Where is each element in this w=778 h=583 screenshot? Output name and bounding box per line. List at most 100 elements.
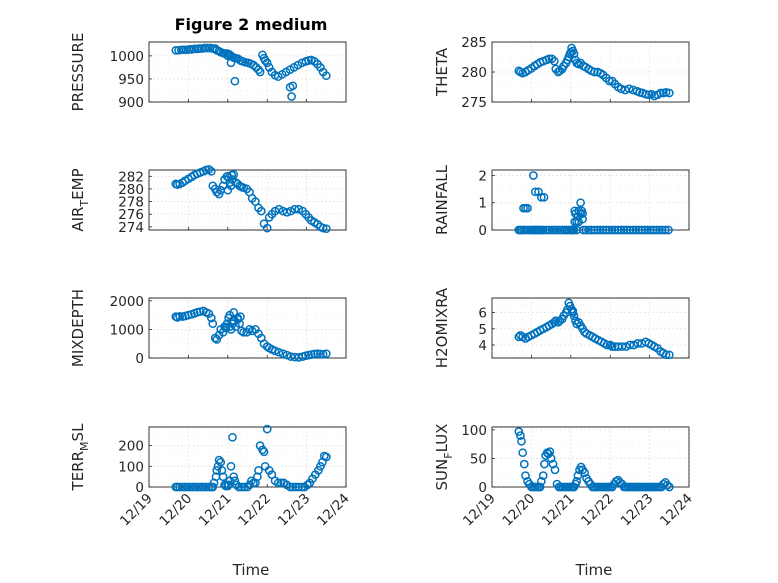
- data-point: [221, 323, 231, 333]
- data-point: [229, 307, 239, 317]
- data-point: [253, 472, 262, 482]
- x-tick-label: 12/21: [196, 491, 235, 530]
- data-point: [288, 482, 298, 492]
- data-point: [617, 342, 627, 351]
- data-point: [270, 346, 280, 356]
- data-point: [519, 459, 529, 469]
- data-point: [661, 88, 671, 97]
- figure-title: Figure 2 medium: [175, 15, 328, 34]
- data-point: [605, 225, 614, 235]
- data-point: [564, 52, 574, 62]
- data-point: [601, 225, 611, 235]
- data-point: [226, 461, 236, 471]
- x-tick-label: 12/20: [156, 491, 195, 530]
- data-point: [566, 47, 576, 57]
- data-point: [664, 88, 674, 98]
- data-point: [230, 76, 240, 86]
- data-point: [572, 476, 582, 486]
- data-point: [605, 340, 615, 350]
- data-point: [291, 482, 300, 492]
- data-point: [572, 217, 582, 227]
- data-point: [550, 465, 560, 475]
- y-tick-label: 6: [478, 306, 487, 322]
- data-point: [321, 71, 331, 81]
- y-tick-label: 5: [478, 322, 487, 338]
- data-point: [303, 480, 312, 490]
- data-point: [212, 335, 222, 344]
- data-point: [548, 459, 558, 469]
- y-tick-label: 282: [118, 169, 144, 185]
- data-point: [316, 461, 325, 471]
- y-axis-label: SUNFLUX: [433, 424, 455, 491]
- y-tick-label: 1: [478, 196, 487, 212]
- y-tick-label: 280: [461, 65, 487, 81]
- data-point: [278, 349, 288, 359]
- x-tick-label: 12/22: [235, 491, 274, 530]
- data-point: [584, 225, 593, 235]
- y-axis-label-main: AIR: [69, 207, 87, 232]
- data-point: [262, 424, 272, 434]
- data-point: [613, 225, 623, 235]
- subplot-1: 275 280 285 THETA: [433, 35, 690, 111]
- x-tick-label: 12/19: [460, 491, 499, 530]
- y-tick-label: 278: [118, 195, 144, 211]
- data-point: [624, 84, 634, 94]
- data-point: [540, 459, 549, 469]
- y-axis-label: MIXDEPTH: [69, 289, 87, 367]
- data-point: [226, 58, 236, 68]
- data-point: [285, 482, 295, 492]
- data-point: [310, 349, 319, 359]
- data-point: [544, 54, 554, 64]
- data-point: [598, 225, 608, 235]
- data-point: [228, 316, 237, 326]
- data-point: [625, 225, 635, 235]
- y-axis-label: AIRTEMP: [69, 168, 91, 231]
- data-point: [652, 225, 662, 235]
- data-point: [234, 482, 244, 492]
- data-point: [290, 204, 300, 214]
- data-point: [204, 309, 214, 319]
- data-point: [208, 319, 218, 329]
- data-point: [535, 482, 545, 492]
- y-tick-label: 276: [118, 207, 144, 223]
- data-point: [237, 482, 246, 492]
- data-point: [254, 329, 263, 339]
- data-point: [578, 209, 587, 218]
- data-point: [661, 350, 671, 360]
- data-point: [314, 466, 323, 475]
- data-point: [254, 466, 263, 475]
- y-tick-label: 4: [478, 338, 487, 354]
- data-point: [637, 225, 647, 235]
- data-point: [634, 225, 643, 235]
- data-point: [232, 480, 241, 490]
- y-tick-label: 200: [118, 439, 144, 455]
- data-point: [569, 225, 579, 235]
- data-point: [549, 56, 559, 66]
- data-point: [321, 224, 331, 234]
- data-point: [546, 454, 556, 463]
- y-tick-label: 100: [461, 423, 487, 439]
- data-point: [274, 347, 284, 357]
- axes-border: [148, 41, 347, 103]
- data-point: [208, 482, 218, 492]
- axes-box: [491, 297, 690, 359]
- data-point: [256, 206, 266, 216]
- data-point: [294, 482, 304, 492]
- y-axis-label-main: H2OMIXRA: [433, 287, 451, 368]
- data-point: [297, 482, 307, 492]
- data-point: [549, 317, 559, 327]
- data-point: [230, 476, 240, 486]
- data-point: [260, 56, 270, 65]
- data-point: [538, 471, 548, 480]
- data-point: [616, 225, 626, 235]
- data-point: [529, 171, 538, 180]
- data-point: [628, 225, 638, 235]
- data-point: [229, 472, 239, 482]
- axes-box: [148, 297, 347, 359]
- data-point: [664, 225, 673, 235]
- y-tick-label: 285: [461, 35, 487, 51]
- y-tick-label: 275: [461, 95, 487, 111]
- data-point: [602, 340, 612, 350]
